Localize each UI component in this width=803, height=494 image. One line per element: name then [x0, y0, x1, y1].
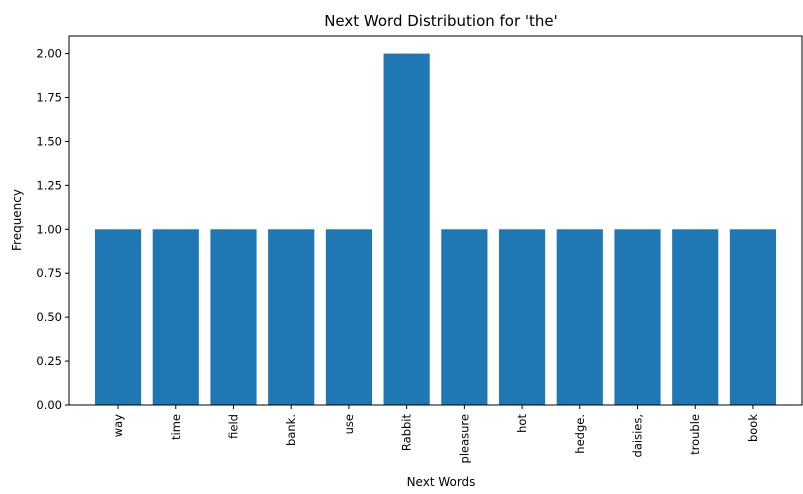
x-tick-label-6: pleasure — [457, 414, 471, 463]
bar-6 — [441, 229, 488, 405]
x-tick-label-1: time — [169, 414, 183, 440]
y-tick-label-8: 2.00 — [36, 47, 62, 61]
bar-1 — [152, 229, 199, 405]
bar-5 — [383, 53, 430, 405]
chart-title: Next Word Distribution for 'the' — [324, 12, 558, 30]
x-tick-label-7: hot — [515, 414, 529, 433]
x-tick-label-11: book — [746, 414, 760, 442]
x-tick-label-5: Rabbit — [400, 414, 414, 452]
bar-9 — [614, 229, 661, 405]
bar-0 — [94, 229, 142, 405]
x-tick-label-0: way — [111, 414, 125, 437]
bar-8 — [556, 229, 603, 405]
y-tick-label-1: 0.25 — [36, 354, 62, 368]
x-axis-label: Next Words — [407, 475, 476, 489]
y-tick-label-4: 1.00 — [36, 222, 62, 236]
axes-frame — [68, 35, 803, 406]
bar-11 — [729, 229, 777, 405]
x-tick-label-4: use — [342, 414, 356, 434]
x-tick-label-10: trouble — [688, 414, 702, 455]
x-tick-label-9: daisies, — [631, 414, 645, 457]
x-tick-label-3: bank. — [284, 414, 298, 446]
x-tick-label-8: hedge. — [573, 414, 587, 454]
y-tick-label-0: 0.00 — [36, 398, 62, 412]
plot-area: 0.00 0.25 0.50 0.75 1.00 1.25 1.50 1.75 2.00 way t… — [36, 35, 803, 463]
y-tick-label-2: 0.50 — [36, 310, 62, 324]
y-tick-label-7: 1.75 — [36, 91, 62, 105]
bar-4 — [325, 229, 373, 405]
y-axis-label: Frequency — [10, 189, 24, 251]
bar-7 — [498, 229, 546, 405]
bar-3 — [268, 229, 315, 405]
bar-2 — [210, 229, 257, 405]
x-tick-label-2: field — [226, 414, 240, 439]
y-tick-label-6: 1.50 — [36, 134, 62, 148]
y-tick-label-5: 1.25 — [36, 178, 62, 192]
y-tick-label-3: 0.75 — [36, 266, 62, 280]
bar-10 — [672, 229, 719, 405]
